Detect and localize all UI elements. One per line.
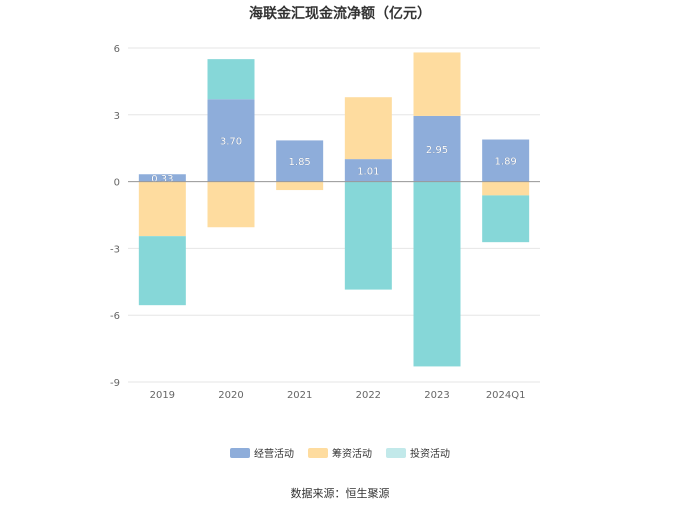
y-tick-label: -6: [110, 311, 120, 322]
y-tick-label: -9: [110, 378, 120, 389]
bar-investing: [207, 59, 255, 100]
data-label: 0.33: [151, 174, 173, 185]
legend-label-financing: 筹资活动: [332, 449, 372, 460]
data-label: 1.89: [495, 157, 517, 168]
legend-item-financing[interactable]: 筹资活动: [308, 445, 372, 460]
legend-label-investing: 投资活动: [410, 449, 450, 460]
bar-financing: [138, 181, 186, 237]
bar-investing: [482, 195, 530, 243]
legend-swatch-operating: [230, 447, 250, 458]
y-tick-label: 6: [114, 44, 120, 55]
x-tick-label: 2023: [424, 390, 449, 401]
bar-operating: [413, 115, 461, 182]
bar-financing: [413, 52, 461, 116]
chart-title: 海联金汇现金流净额（亿元）: [249, 6, 431, 22]
data-label: 3.70: [220, 136, 242, 147]
data-label: 2.95: [426, 145, 448, 156]
y-tick-label: 0: [114, 178, 120, 189]
bar-operating: [276, 140, 324, 182]
bar-operating: [344, 159, 392, 182]
data-label: 1.85: [289, 157, 311, 168]
legend-item-investing[interactable]: 投资活动: [386, 445, 450, 460]
x-tick-label: 2019: [150, 390, 175, 401]
bar-financing: [482, 181, 530, 196]
bar-investing: [413, 181, 461, 367]
legend-swatch-investing: [386, 447, 406, 458]
x-tick-label: 2022: [356, 390, 381, 401]
data-label: 1.01: [357, 166, 379, 177]
x-tick-label: 2024Q1: [486, 390, 526, 401]
x-tick-label: 2021: [287, 390, 312, 401]
bar-investing: [138, 236, 186, 306]
y-tick-label: -3: [110, 244, 120, 255]
cashflow-chart: 6 3 0 -3 -6 -9 0.33 2019 3.70 2020 1.85 2021 1.01 202…: [110, 44, 540, 401]
bar-operating: [138, 174, 186, 182]
x-tick-label: 2020: [218, 390, 243, 401]
legend-label-operating: 经营活动: [254, 449, 294, 460]
legend: 经营活动 筹资活动 投资活动: [0, 445, 680, 460]
legend-swatch-financing: [308, 447, 328, 458]
y-tick-label: 3: [114, 111, 120, 122]
bar-operating: [207, 99, 255, 182]
bar-operating: [482, 139, 530, 182]
bar-financing: [344, 97, 392, 160]
bar-financing: [207, 181, 255, 228]
bar-financing: [276, 181, 324, 191]
data-source: 数据来源：恒生聚源: [290, 487, 390, 500]
legend-item-operating[interactable]: 经营活动: [230, 445, 294, 460]
bar-investing: [344, 181, 392, 290]
